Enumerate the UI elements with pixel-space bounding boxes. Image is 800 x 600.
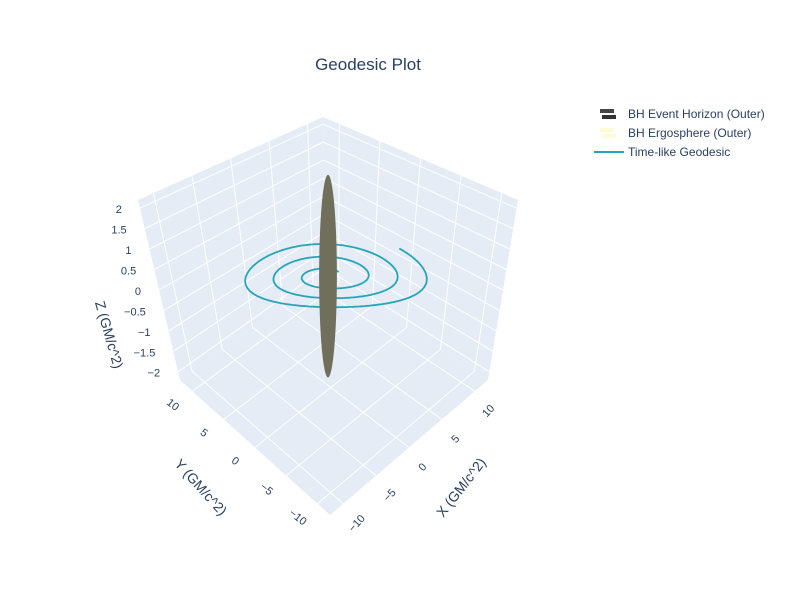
- legend-item-ergosphere[interactable]: BH Ergosphere (Outer): [592, 123, 765, 142]
- grid-line-z-wallx: [323, 141, 514, 230]
- y-tick-label: 0: [229, 455, 241, 468]
- grid-line-z-wally: [144, 141, 324, 230]
- y-tick-label: −5: [258, 481, 275, 498]
- grid-line-z-wally: [158, 195, 325, 291]
- z-tick-label: −1: [138, 327, 151, 339]
- scene[interactable]: −2 −1.5 −1 −0.5 0 0.5 1 1.5 2 −10 −5 0 5 10 −10 −5 0 5 10 Z…: [92, 117, 518, 535]
- z-tick-label: −2: [148, 368, 161, 380]
- grid-line-y-floor: [223, 305, 373, 420]
- grid-line-z-wally: [153, 177, 325, 270]
- x-tick-label: 0: [416, 461, 429, 474]
- grid-line-z-wallx: [324, 249, 494, 352]
- floor-pane: [180, 275, 488, 515]
- horizon-swatch-icon: [592, 107, 628, 121]
- y-tick-label: 5: [198, 427, 210, 440]
- grid-line-y-floor: [285, 348, 441, 477]
- y-axis-title: Y (GM/c^2): [172, 456, 231, 519]
- chart-title: Geodesic Plot: [315, 55, 421, 74]
- z-tick-label: 1.5: [111, 225, 126, 237]
- grid-line-z-wallx: [323, 213, 500, 311]
- z-tick-label: 0: [135, 286, 141, 298]
- z-tick-label: 0.5: [121, 265, 136, 277]
- x-axis-title: X (GM/c^2): [433, 455, 489, 520]
- grid-line-z-wallx: [322, 123, 517, 209]
- geodesic-line[interactable]: [244, 243, 428, 309]
- legend-label-geodesic: Time-like Geodesic: [628, 144, 731, 159]
- grid-line-z-wally: [168, 231, 325, 332]
- grid-line-z-wally: [177, 267, 326, 373]
- z-axis-title: Z (GM/c^2): [92, 299, 127, 370]
- y-tick-label: −10: [287, 507, 309, 528]
- z-tick-label: 2: [116, 204, 122, 216]
- grid-line-z-wally: [173, 249, 325, 352]
- legend-label-horizon: BH Event Horizon (Outer): [628, 106, 765, 121]
- x-tick-label: −5: [381, 487, 398, 504]
- z-tick-label: −0.5: [124, 306, 146, 318]
- grid-line-z-wally: [149, 159, 324, 250]
- z-tick-label: −1.5: [134, 347, 156, 359]
- grid-line-z-wallx: [323, 177, 507, 270]
- grid-line-y-floor: [254, 327, 407, 448]
- grid-line-z-wallx: [324, 267, 490, 373]
- legend-item-horizon[interactable]: BH Event Horizon (Outer): [592, 104, 765, 123]
- legend: BH Event Horizon (Outer) BH Ergosphere (…: [592, 104, 765, 161]
- x-tick-label: 5: [449, 433, 462, 446]
- grid-line-z-wallx: [324, 231, 497, 332]
- legend-item-geodesic[interactable]: Time-like Geodesic: [592, 142, 765, 161]
- event-horizon-surface[interactable]: [319, 174, 337, 378]
- grid-line-y-floor: [317, 370, 475, 505]
- legend-label-ergosphere: BH Ergosphere (Outer): [628, 125, 752, 140]
- ergosphere-swatch-icon: [592, 126, 628, 140]
- x-tick-label: 10: [480, 403, 497, 420]
- grid-line-y-floor: [192, 283, 339, 392]
- y-tick-label: 10: [164, 397, 181, 414]
- grid-line-z-wally: [163, 213, 325, 311]
- line-swatch-icon: [592, 145, 628, 159]
- grid-line-z-wallx: [323, 159, 511, 250]
- z-tick-label: 1: [125, 245, 131, 257]
- grid-line-z-wally: [139, 123, 324, 209]
- x-tick-label: −10: [346, 513, 367, 535]
- grid-line-z-wallx: [323, 195, 504, 291]
